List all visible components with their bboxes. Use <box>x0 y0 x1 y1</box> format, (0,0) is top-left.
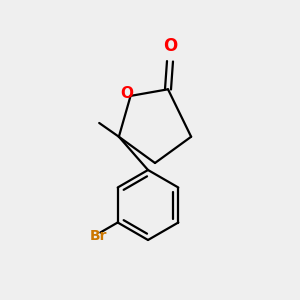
Text: O: O <box>163 37 177 55</box>
Text: O: O <box>120 86 133 101</box>
Text: Br: Br <box>90 229 107 242</box>
